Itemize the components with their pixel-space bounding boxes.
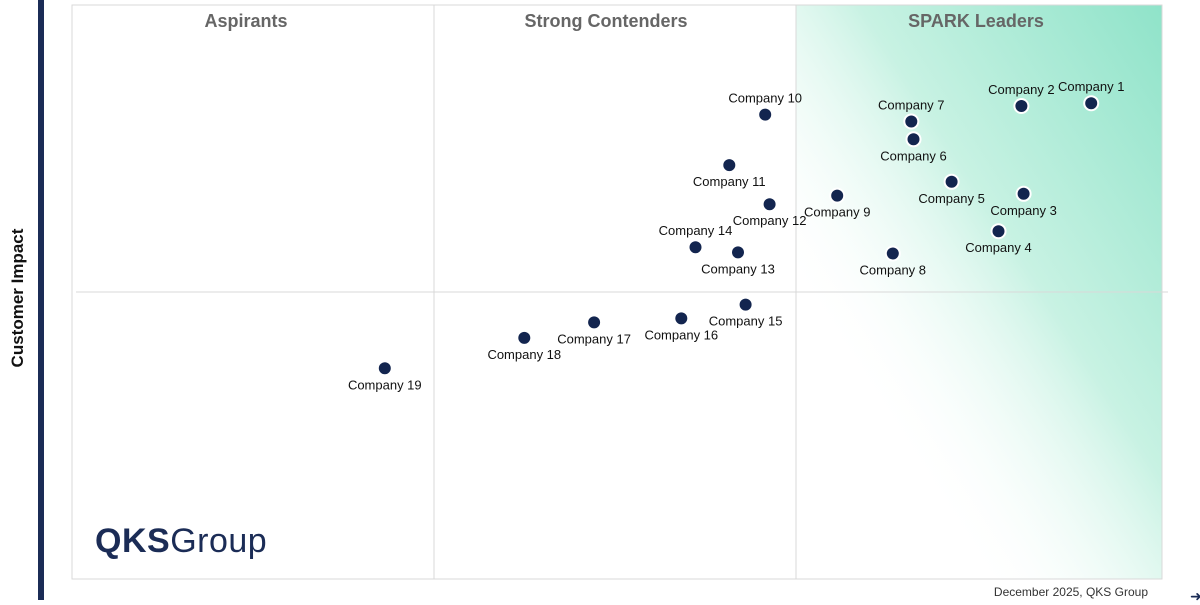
data-point-label: Company 2 [988, 82, 1054, 97]
footer-note: December 2025, QKS Group [993, 585, 1148, 599]
logo-strong-text: QKS [95, 522, 171, 560]
data-point-label: Company 1 [1058, 79, 1124, 94]
data-point [903, 113, 920, 130]
data-point [1013, 98, 1030, 114]
data-point-label: Company 13 [701, 261, 775, 276]
quadrant-title-spark-leaders: SPARK Leaders [908, 11, 1044, 31]
data-point-label: Company 17 [557, 331, 631, 346]
data-point-label: Company 10 [728, 91, 802, 106]
data-point [1083, 95, 1100, 112]
data-point [376, 360, 393, 377]
data-point [721, 157, 738, 174]
logo-light-text: Group [170, 522, 268, 560]
data-point-label: Company 5 [918, 191, 984, 206]
data-point [673, 310, 690, 327]
data-point [730, 244, 746, 261]
data-point [990, 223, 1007, 240]
data-point [943, 173, 960, 190]
data-point-label: Company 16 [644, 327, 718, 342]
data-point [829, 187, 846, 204]
data-point-label: Company 4 [965, 240, 1031, 255]
data-point-label: Company 14 [659, 223, 733, 238]
left-accent-bar [38, 0, 44, 600]
quadrant-title-strong-contenders: Strong Contenders [524, 11, 687, 31]
data-point-label: Company 18 [487, 347, 561, 362]
data-point [737, 296, 754, 313]
data-point-label: Company 12 [733, 213, 807, 228]
qks-group-logo: QKSGroup [95, 522, 267, 561]
data-point [761, 196, 778, 213]
data-point [1015, 185, 1032, 202]
axis-arrow-icon: ➜ [1190, 588, 1200, 604]
data-point [586, 314, 603, 331]
data-point-label: Company 15 [709, 314, 783, 329]
data-point-label: Company 6 [880, 148, 946, 163]
data-point [884, 245, 901, 262]
data-point [687, 239, 704, 256]
data-point-label: Company 11 [693, 174, 766, 189]
data-point-label: Company 3 [990, 203, 1056, 218]
quadrant-title-aspirants: Aspirants [204, 11, 287, 31]
data-point-label: Company 7 [878, 98, 944, 113]
data-point-label: Company 19 [348, 377, 422, 392]
data-point-label: Company 9 [804, 205, 870, 220]
data-point-label: Company 8 [860, 263, 926, 278]
data-point [905, 131, 922, 148]
data-points: Company 1 Company 2 Company 3 Company 4 Comp… [348, 79, 1125, 392]
data-point [757, 106, 774, 123]
data-point [516, 329, 533, 346]
